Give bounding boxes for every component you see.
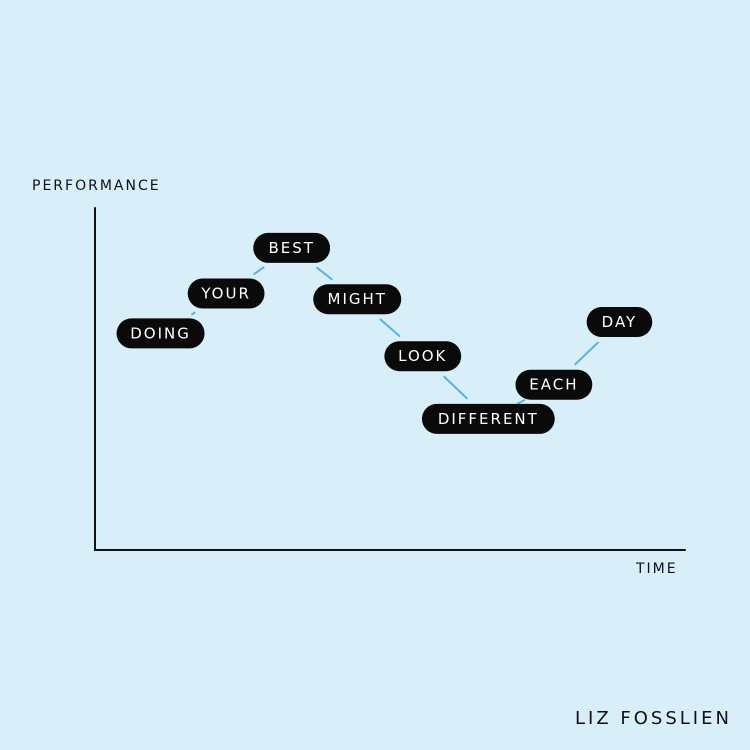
word-pill-best: BEST [253, 232, 331, 263]
connector-line [443, 375, 468, 400]
pill-background [384, 341, 462, 372]
word-pill-look: LOOK [384, 341, 462, 372]
word-pill-your: YOUR [187, 278, 265, 309]
connector-line [574, 341, 599, 366]
connector-line [517, 399, 526, 405]
x-axis-label: TIME [635, 561, 678, 577]
pill-label: DAY [602, 313, 638, 331]
connector-line [379, 318, 401, 337]
word-pill-different: DIFFERENT [421, 403, 555, 434]
word-pill-day: DAY [586, 307, 653, 337]
pill-label: YOUR [200, 285, 251, 303]
word-pills: DOING YOUR BEST MIGHT LOOK DIFFERENT EACH DAY [116, 232, 653, 434]
pill-label: EACH [529, 376, 578, 394]
pill-background [187, 278, 265, 309]
signature: LIZ FOSSLIEN [575, 708, 732, 729]
pill-background [515, 369, 593, 400]
connector-line [316, 266, 333, 281]
pill-label: DIFFERENT [438, 410, 539, 428]
connector-lines [191, 266, 599, 405]
word-pill-each: EACH [515, 369, 593, 400]
pill-label: MIGHT [328, 290, 387, 308]
connector-line [253, 266, 265, 275]
y-axis-label: PERFORMANCE [32, 178, 161, 194]
pill-background [586, 307, 653, 337]
pill-label: LOOK [398, 347, 447, 365]
pill-label: DOING [130, 324, 191, 342]
pill-background [116, 318, 205, 349]
pill-label: BEST [268, 239, 314, 257]
pill-background [313, 284, 402, 315]
word-pill-doing: DOING [116, 318, 205, 349]
word-pill-might: MIGHT [313, 284, 402, 315]
connector-line [191, 311, 196, 316]
pill-background [421, 403, 555, 434]
pill-background [253, 232, 331, 263]
